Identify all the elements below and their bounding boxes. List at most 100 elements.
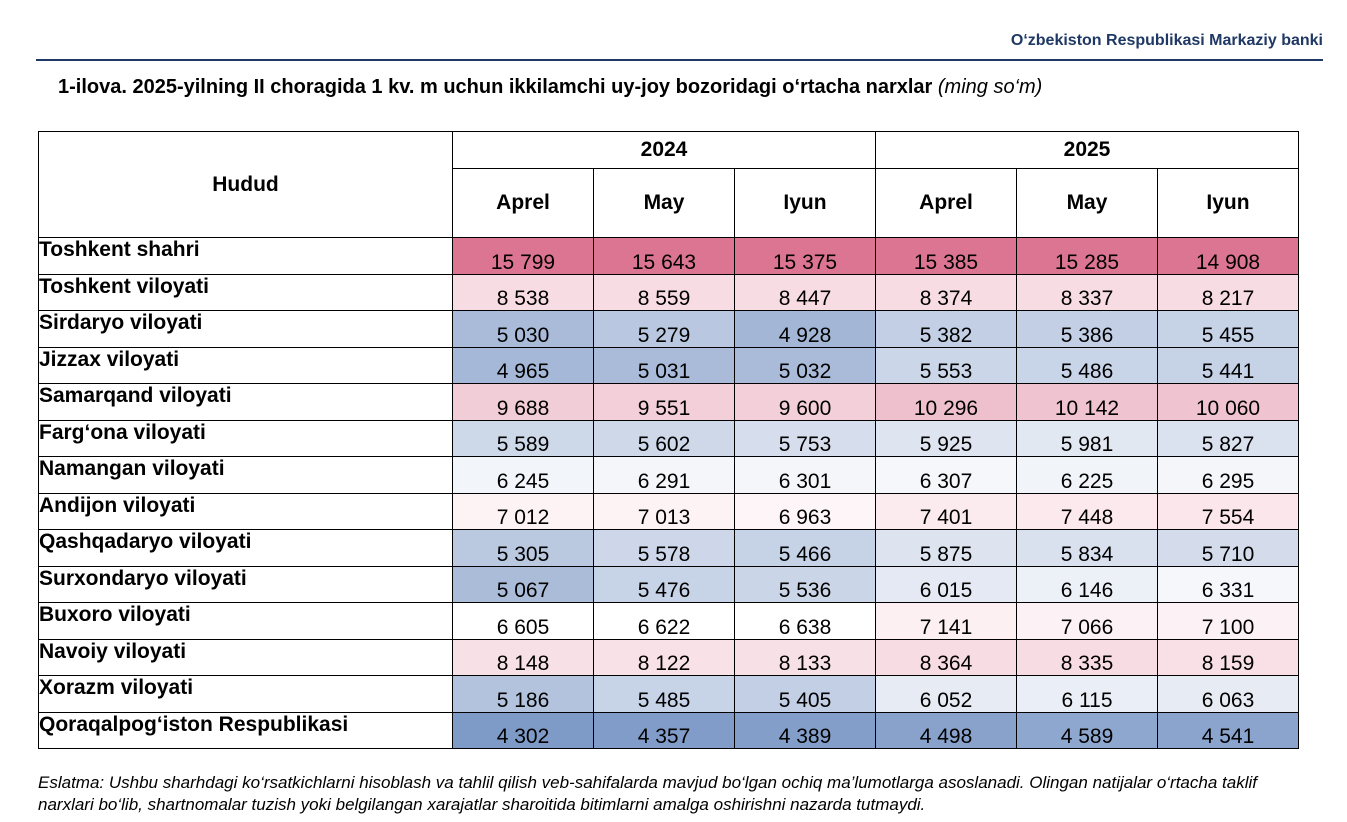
price-cell: 8 122 xyxy=(593,638,735,676)
table-row: Jizzax viloyati 4 965 5 031 5 032 5 553 5 486… xyxy=(38,346,1299,384)
price-cell: 6 115 xyxy=(1016,675,1158,713)
price-cell: 5 067 xyxy=(452,565,594,603)
table-row: Xorazm viloyati 5 186 5 485 5 405 6 052 6 115… xyxy=(38,675,1299,713)
region-name-cell: Qashqadaryo viloyati xyxy=(38,529,453,567)
table-row: Qoraqalpog‘iston Respublikasi 4 302 4 357 4… xyxy=(38,711,1299,749)
price-cell: 7 013 xyxy=(593,492,735,530)
title-main: 1-ilova. 2025-yilning II choragida 1 kv.… xyxy=(58,76,933,98)
price-cell: 8 559 xyxy=(593,273,735,311)
price-cell: 5 589 xyxy=(452,419,594,457)
month-header: Iyun xyxy=(1157,168,1299,238)
price-cell: 5 382 xyxy=(875,310,1017,348)
region-name-cell: Toshkent viloyati xyxy=(38,273,453,311)
region-name-cell: Namangan viloyati xyxy=(38,456,453,494)
year-header: 2025 xyxy=(875,131,1299,169)
year-header-row: Hudud 2024 2025 xyxy=(38,131,1299,238)
table-row: Surxondaryo viloyati 5 067 5 476 5 536 6 015… xyxy=(38,565,1299,603)
price-cell: 15 385 xyxy=(875,237,1017,275)
region-name-cell: Qoraqalpog‘iston Respublikasi xyxy=(38,711,453,749)
price-cell: 8 337 xyxy=(1016,273,1158,311)
month-header-row: Aprel May Iyun Aprel May Iyun xyxy=(39,168,1299,238)
price-cell: 5 386 xyxy=(1016,310,1158,348)
price-cell: 5 476 xyxy=(593,565,735,603)
price-cell: 6 295 xyxy=(1157,456,1299,494)
price-table: Hudud 2024 2025 Aprel May Iyun Aprel May… xyxy=(38,131,1299,749)
price-cell: 5 485 xyxy=(593,675,735,713)
price-cell: 8 335 xyxy=(1016,638,1158,676)
price-cell: 6 245 xyxy=(452,456,594,494)
price-cell: 5 553 xyxy=(875,346,1017,384)
price-cell: 7 448 xyxy=(1016,492,1158,530)
table-row: Buxoro viloyati 6 605 6 622 6 638 7 141 7 066… xyxy=(38,602,1299,640)
price-cell: 8 374 xyxy=(875,273,1017,311)
price-cell: 5 827 xyxy=(1157,419,1299,457)
price-cell: 4 589 xyxy=(1016,711,1158,749)
price-cell: 7 066 xyxy=(1016,602,1158,640)
price-cell: 4 541 xyxy=(1157,711,1299,749)
price-cell: 10 296 xyxy=(875,383,1017,421)
price-cell: 6 307 xyxy=(875,456,1017,494)
price-cell: 5 405 xyxy=(734,675,876,713)
price-cell: 5 834 xyxy=(1016,529,1158,567)
price-cell: 7 100 xyxy=(1157,602,1299,640)
price-cell: 4 928 xyxy=(734,310,876,348)
price-cell: 8 148 xyxy=(452,638,594,676)
price-cell: 10 142 xyxy=(1016,383,1158,421)
price-cell: 5 602 xyxy=(593,419,735,457)
price-cell: 8 159 xyxy=(1157,638,1299,676)
price-cell: 6 063 xyxy=(1157,675,1299,713)
price-cell: 8 364 xyxy=(875,638,1017,676)
price-cell: 5 753 xyxy=(734,419,876,457)
price-cell: 5 441 xyxy=(1157,346,1299,384)
price-cell: 5 981 xyxy=(1016,419,1158,457)
price-cell: 6 331 xyxy=(1157,565,1299,603)
price-cell: 4 498 xyxy=(875,711,1017,749)
price-cell: 5 455 xyxy=(1157,310,1299,348)
table-row: Andijon viloyati 7 012 7 013 6 963 7 401 7 44… xyxy=(38,492,1299,530)
price-cell: 7 554 xyxy=(1157,492,1299,530)
price-cell: 6 052 xyxy=(875,675,1017,713)
price-cell: 4 302 xyxy=(452,711,594,749)
region-name-cell: Surxondaryo viloyati xyxy=(38,565,453,603)
price-cell: 5 030 xyxy=(452,310,594,348)
price-cell: 6 146 xyxy=(1016,565,1158,603)
table-row: Toshkent shahri 15 799 15 643 15 375 15 385 1… xyxy=(38,237,1299,275)
region-name-cell: Buxoro viloyati xyxy=(38,602,453,640)
region-name-cell: Samarqand viloyati xyxy=(38,383,453,421)
region-name-cell: Farg‘ona viloyati xyxy=(38,419,453,457)
table-body: Toshkent shahri 15 799 15 643 15 375 15 385 1… xyxy=(38,237,1299,749)
table-row: Navoiy viloyati 8 148 8 122 8 133 8 364 8 335… xyxy=(38,638,1299,676)
price-cell: 5 925 xyxy=(875,419,1017,457)
price-cell: 15 643 xyxy=(593,237,735,275)
region-name-cell: Sirdaryo viloyati xyxy=(38,310,453,348)
table-row: Qashqadaryo viloyati 5 305 5 578 5 466 5 875… xyxy=(38,529,1299,567)
price-cell: 5 279 xyxy=(593,310,735,348)
price-cell: 7 401 xyxy=(875,492,1017,530)
year-header: 2024 xyxy=(452,131,876,169)
month-header: Iyun xyxy=(734,168,876,238)
price-cell: 7 012 xyxy=(452,492,594,530)
price-cell: 6 605 xyxy=(452,602,594,640)
region-column-header: Hudud xyxy=(38,131,453,238)
table-row: Namangan viloyati 6 245 6 291 6 301 6 307 6 2… xyxy=(38,456,1299,494)
price-cell: 15 799 xyxy=(452,237,594,275)
table-row: Toshkent viloyati 8 538 8 559 8 447 8 374 8 3… xyxy=(38,273,1299,311)
price-cell: 9 600 xyxy=(734,383,876,421)
price-cell: 5 710 xyxy=(1157,529,1299,567)
price-cell: 8 217 xyxy=(1157,273,1299,311)
region-name-cell: Jizzax viloyati xyxy=(38,346,453,384)
price-cell: 4 965 xyxy=(452,346,594,384)
region-name-cell: Navoiy viloyati xyxy=(38,638,453,676)
price-cell: 6 301 xyxy=(734,456,876,494)
price-cell: 6 638 xyxy=(734,602,876,640)
price-cell: 5 186 xyxy=(452,675,594,713)
price-cell: 4 389 xyxy=(734,711,876,749)
price-cell: 8 538 xyxy=(452,273,594,311)
table-row: Samarqand viloyati 9 688 9 551 9 600 10 296 1… xyxy=(38,383,1299,421)
price-cell: 14 908 xyxy=(1157,237,1299,275)
region-name-cell: Toshkent shahri xyxy=(38,237,453,275)
price-cell: 5 466 xyxy=(734,529,876,567)
price-cell: 4 357 xyxy=(593,711,735,749)
price-cell: 8 133 xyxy=(734,638,876,676)
price-cell: 6 963 xyxy=(734,492,876,530)
